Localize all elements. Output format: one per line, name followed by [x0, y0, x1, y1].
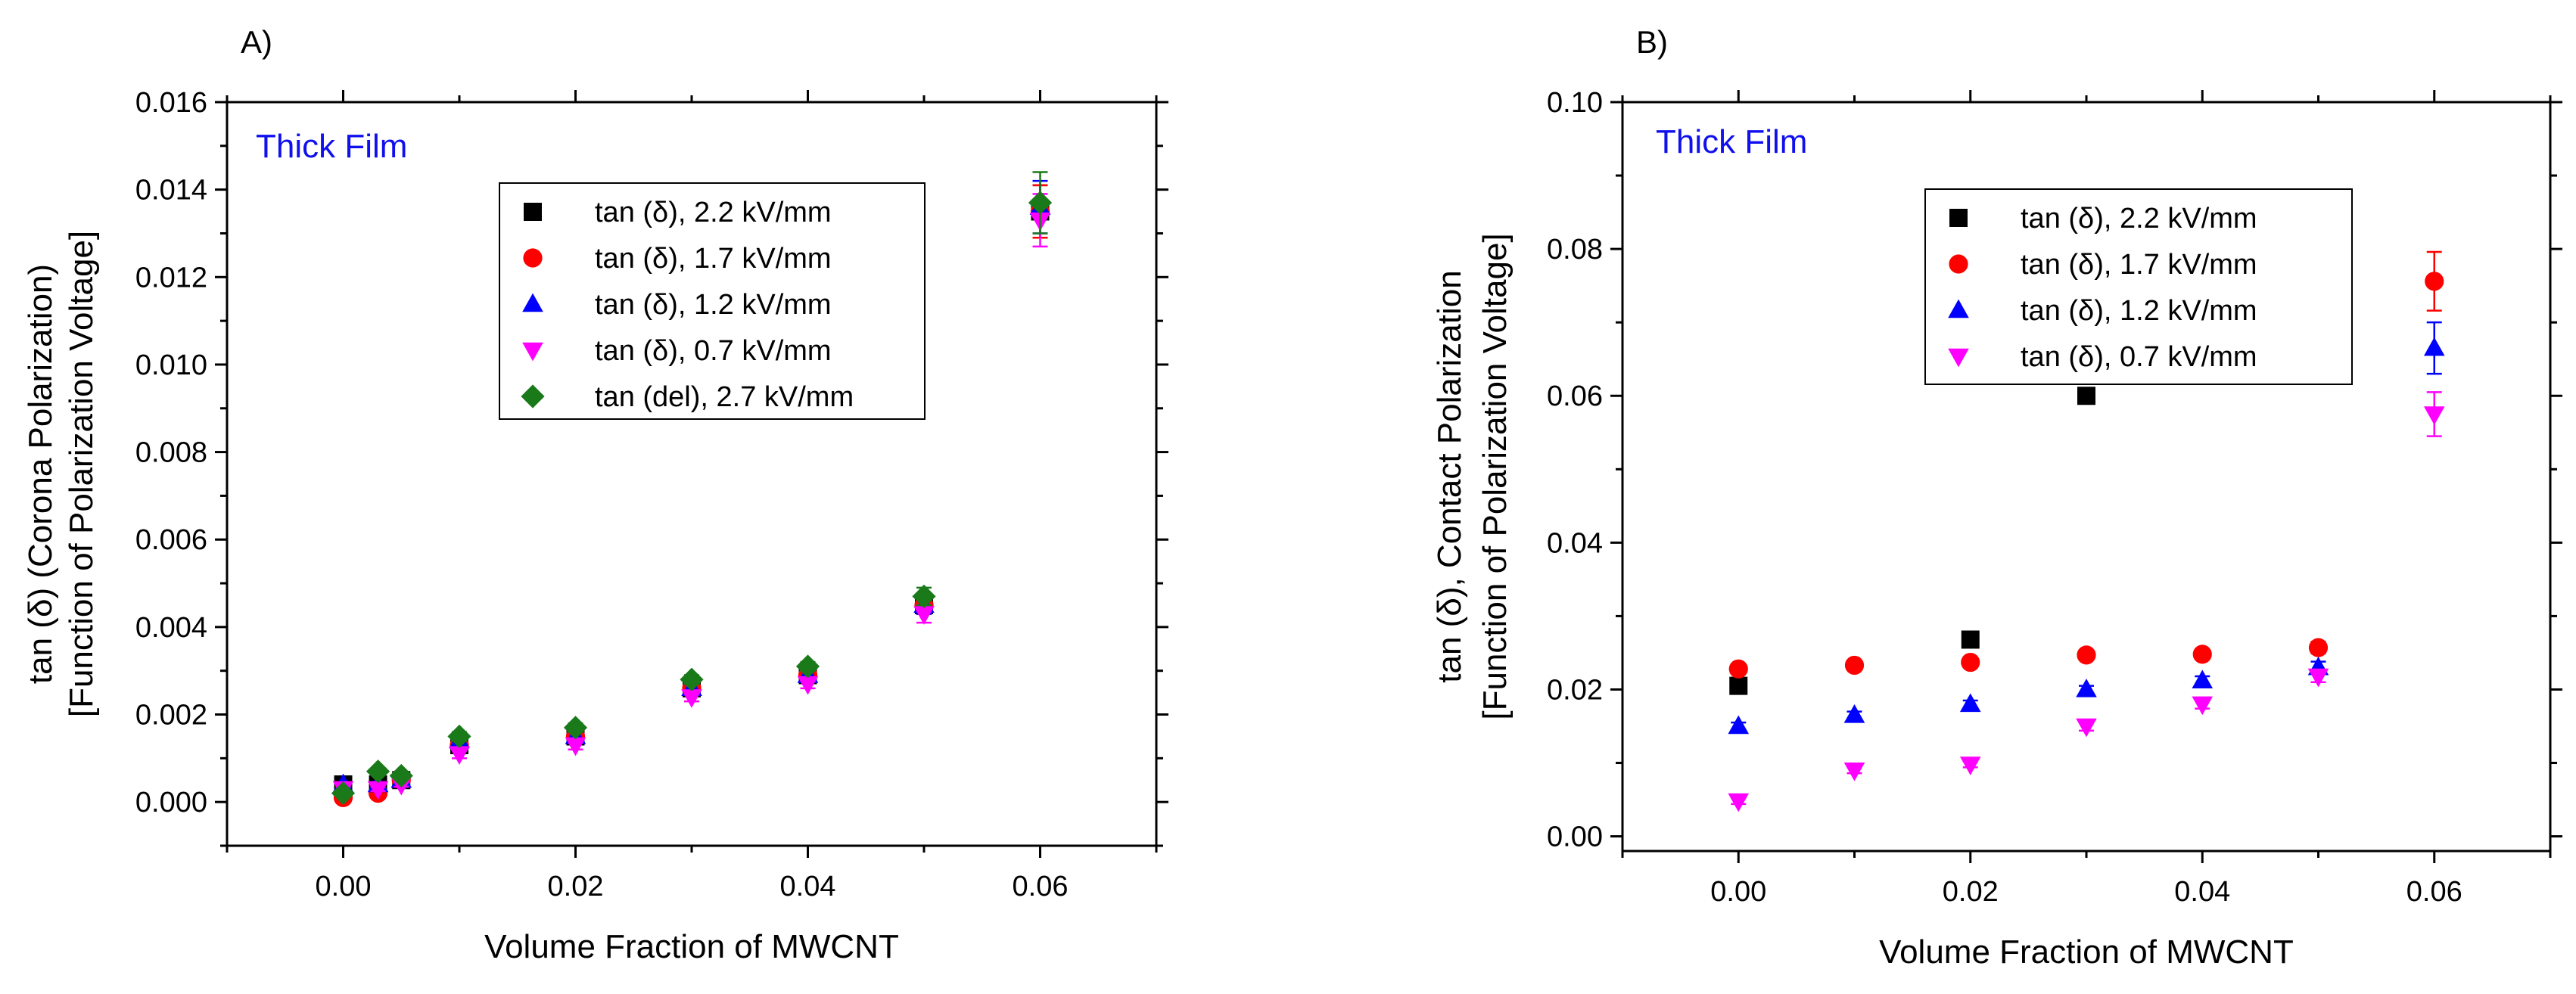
data-point	[1843, 763, 1865, 781]
x-tick-label: 0.04	[2174, 876, 2230, 908]
legend-label: tan (δ), 1.7 kV/mm	[2021, 249, 2257, 281]
y-axis-label: tan (δ) (Corona Polarization)	[22, 264, 59, 684]
data-point	[2192, 669, 2214, 689]
data-point	[447, 724, 471, 749]
legend-label: tan (δ), 0.7 kV/mm	[2021, 341, 2257, 373]
y-tick-label: 0.000	[135, 787, 207, 818]
data-point	[2425, 272, 2444, 291]
data-point	[2308, 638, 2329, 657]
x-axis-label: Volume Fraction of MWCNT	[1879, 933, 2294, 971]
data-point	[1844, 655, 1865, 676]
legend-box	[499, 182, 926, 420]
legend-marker	[522, 342, 543, 362]
legend-marker	[523, 248, 543, 268]
y-tick-label: 0.00	[1547, 822, 1603, 853]
legend-label: tan (δ), 2.2 kV/mm	[2021, 203, 2257, 235]
data-point	[366, 759, 390, 784]
x-tick-label: 0.06	[2406, 876, 2462, 908]
panel-label: A)	[241, 24, 272, 60]
series-1	[1728, 250, 2444, 679]
data-point	[1028, 191, 1053, 215]
y-tick-label: 0.002	[135, 700, 207, 732]
data-point	[2192, 696, 2214, 716]
legend-marker	[522, 293, 543, 312]
series-0	[1729, 365, 2212, 695]
legend-box	[1924, 188, 2353, 385]
data-point	[449, 746, 470, 765]
data-point	[331, 781, 356, 806]
data-point	[795, 654, 820, 679]
data-point	[565, 737, 586, 756]
series-3	[1728, 391, 2445, 812]
data-point	[2423, 337, 2445, 356]
chart-panel-a: A) 0.00 0.02 0.04 0.06 0.000 0.002 0.004 0.006 0.…	[22, 24, 1168, 965]
annotation-thick-film: Thick Film	[1656, 123, 1807, 160]
legend-label: tan (δ), 0.7 kV/mm	[595, 335, 832, 367]
chart-panel-b: B) 0.00 0.02 0.04 0.06 0.00 0.02 0.04 0.06 0.08 0.…	[1431, 24, 2562, 971]
data-point	[2423, 406, 2445, 425]
y-tick-label: 0.008	[135, 437, 207, 469]
data-point	[1959, 756, 1981, 775]
annotation-thick-film: Thick Film	[256, 128, 407, 165]
y-tick-label: 0.012	[135, 262, 207, 294]
data-point	[367, 781, 389, 800]
y-tick-label: 0.04	[1547, 527, 1603, 559]
y-axis-label-line2: [Function of Polarization Voltage]	[1476, 233, 1514, 719]
data-point	[1729, 676, 1748, 695]
legend-marker	[1948, 348, 1969, 368]
data-point	[2192, 645, 2212, 664]
y-tick-label: 0.02	[1547, 674, 1603, 706]
data-point	[389, 763, 413, 788]
legend-marker	[1948, 299, 1969, 318]
legend-label: tan (del), 2.7 kV/mm	[595, 381, 854, 413]
legend-label: tan (δ), 1.7 kV/mm	[595, 243, 832, 275]
legend-marker	[1949, 254, 1968, 274]
data-point	[1961, 652, 1980, 673]
legend-label: tan (δ), 2.2 kV/mm	[595, 197, 832, 228]
data-point	[1728, 715, 1750, 735]
y-tick-label: 0.006	[135, 524, 207, 556]
data-point	[681, 689, 702, 708]
y-tick-label: 0.08	[1547, 234, 1603, 266]
data-point	[2307, 668, 2329, 688]
y-tick-label: 0.004	[135, 612, 207, 644]
data-point	[797, 676, 819, 695]
x-tick-label: 0.00	[1710, 876, 1766, 908]
y-axis-label: tan (δ), Contact Polarization	[1431, 270, 1468, 682]
y-tick-label: 0.06	[1547, 381, 1603, 412]
y-tick-label: 0.10	[1547, 87, 1603, 119]
data-point	[563, 716, 588, 740]
y-tick-label: 0.010	[135, 349, 207, 381]
data-point	[2076, 679, 2097, 697]
x-tick-label: 0.02	[548, 871, 604, 902]
panel-label: B)	[1636, 24, 1668, 60]
legend-label: tan (δ), 1.2 kV/mm	[595, 289, 832, 321]
x-tick-label: 0.02	[1943, 876, 1999, 908]
data-point	[1728, 793, 1750, 812]
legend-marker	[1949, 209, 1968, 227]
data-point	[912, 584, 936, 609]
data-point	[1961, 630, 1980, 649]
data-point	[2077, 387, 2095, 405]
data-point	[1728, 659, 1748, 679]
legend-marker	[521, 384, 545, 408]
y-axis-label-line2: [Function of Polarization Voltage]	[63, 231, 100, 717]
series-4	[331, 171, 1053, 806]
x-axis-label: Volume Fraction of MWCNT	[484, 928, 899, 965]
legend-marker	[524, 203, 542, 221]
x-tick-label: 0.06	[1013, 871, 1069, 902]
data-point	[1959, 693, 1981, 713]
y-tick-label: 0.014	[135, 175, 207, 207]
data-point	[2076, 718, 2097, 738]
y-tick-label: 0.016	[135, 87, 207, 119]
data-point	[2077, 645, 2096, 665]
x-tick-label: 0.00	[316, 871, 372, 902]
x-tick-label: 0.04	[780, 871, 836, 902]
data-point	[913, 606, 935, 625]
data-point	[680, 667, 704, 691]
legend-label: tan (δ), 1.2 kV/mm	[2021, 295, 2257, 327]
data-point	[1843, 704, 1865, 723]
